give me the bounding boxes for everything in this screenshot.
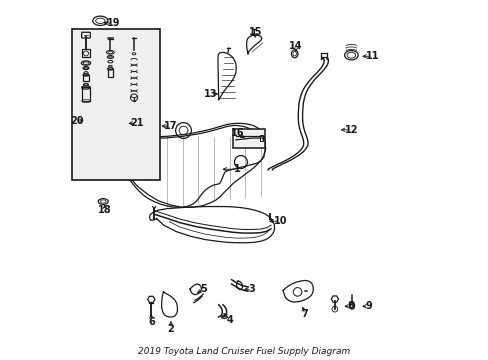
- Bar: [81, 87, 90, 101]
- Bar: [107, 69, 113, 77]
- Text: 14: 14: [288, 41, 302, 51]
- Text: 15: 15: [248, 27, 262, 37]
- Bar: [262, 136, 264, 139]
- Bar: [82, 49, 89, 57]
- Bar: [260, 135, 263, 140]
- Text: 3: 3: [248, 284, 255, 294]
- Text: 6: 6: [147, 317, 154, 327]
- Text: 7: 7: [301, 310, 307, 319]
- Text: 16: 16: [230, 129, 244, 138]
- Text: 13: 13: [203, 89, 217, 99]
- Text: 9: 9: [365, 301, 371, 311]
- Text: 11: 11: [366, 51, 379, 61]
- Bar: [233, 129, 265, 148]
- Text: 10: 10: [273, 216, 286, 226]
- Text: 19: 19: [107, 18, 120, 28]
- Text: 21: 21: [130, 118, 143, 128]
- Text: 17: 17: [164, 121, 177, 131]
- Text: 5: 5: [200, 284, 206, 294]
- Text: 4: 4: [226, 315, 233, 325]
- Text: 12: 12: [344, 125, 357, 135]
- Bar: [72, 30, 160, 180]
- Bar: [83, 75, 89, 81]
- Text: 20: 20: [70, 116, 83, 126]
- Text: 2019 Toyota Land Cruiser Fuel Supply Diagram: 2019 Toyota Land Cruiser Fuel Supply Dia…: [138, 347, 350, 356]
- Text: 1: 1: [233, 164, 240, 174]
- Text: 18: 18: [98, 206, 111, 216]
- Text: 2: 2: [167, 324, 174, 334]
- Text: 8: 8: [346, 301, 353, 311]
